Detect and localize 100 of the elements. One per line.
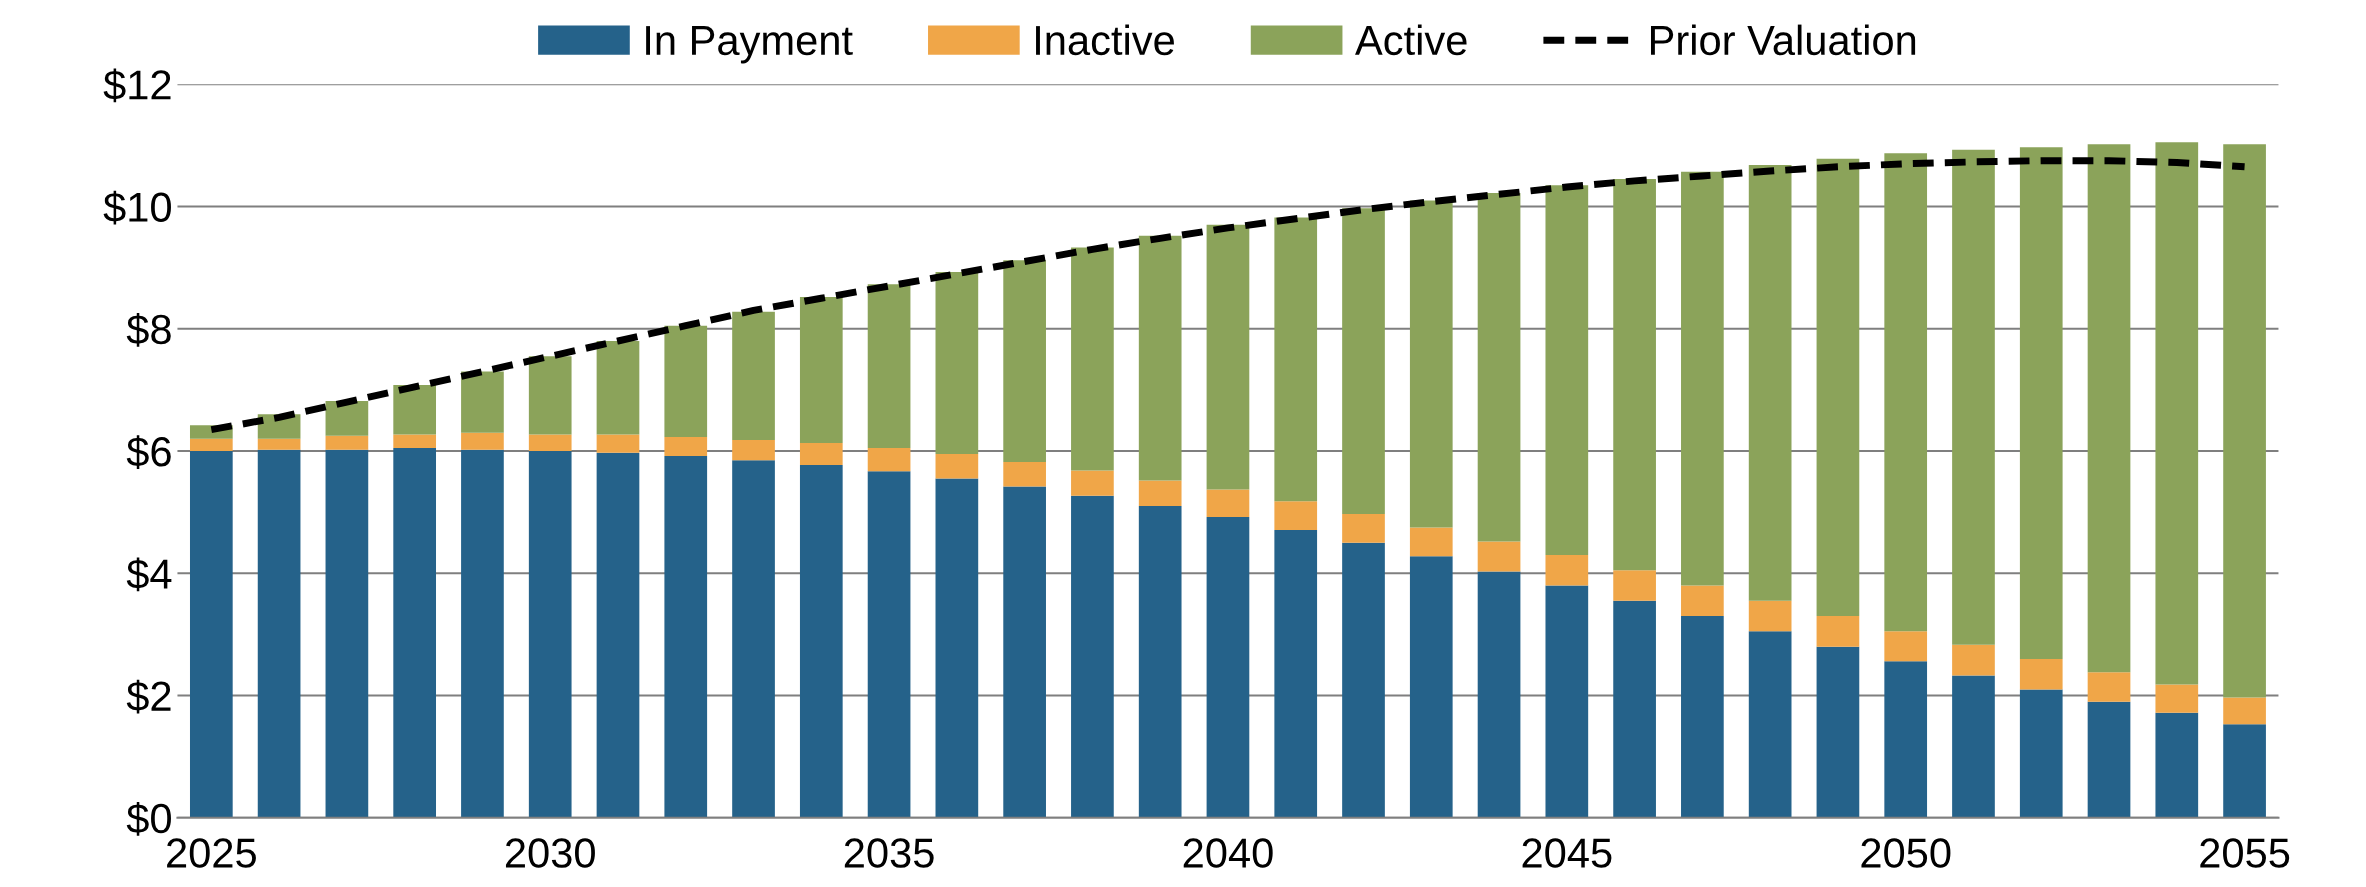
- bar: [1613, 179, 1656, 571]
- x-tick-label: 2030: [505, 838, 595, 868]
- bar: [2087, 144, 2131, 673]
- bar: [799, 296, 843, 444]
- bar: [2155, 142, 2199, 685]
- bar: [1274, 501, 1318, 530]
- bar: [1071, 495, 1114, 818]
- bar: [189, 438, 233, 452]
- bar: [1206, 224, 1250, 490]
- y-tick-label: $6: [126, 435, 171, 470]
- bar: [1748, 164, 1792, 601]
- bar: [596, 341, 640, 435]
- bar: [664, 455, 708, 818]
- bar: [1003, 462, 1046, 487]
- bar: [393, 434, 437, 448]
- bar: [1409, 527, 1453, 557]
- bar: [867, 471, 911, 818]
- bar: [1545, 185, 1589, 555]
- bar: [799, 465, 843, 818]
- bar: [1071, 470, 1114, 496]
- bar: [2223, 724, 2266, 818]
- bar: [2155, 684, 2199, 713]
- bar: [596, 452, 640, 818]
- bar: [1342, 542, 1385, 818]
- bar: [867, 284, 911, 448]
- bar: [2155, 712, 2199, 818]
- bar: [1681, 171, 1724, 586]
- bar: [664, 325, 708, 437]
- bar: [461, 371, 504, 433]
- bar: [1545, 554, 1589, 586]
- bar: [528, 356, 572, 435]
- bar: [1477, 193, 1521, 542]
- y-tick-label: $12: [103, 68, 171, 103]
- bar: [325, 435, 369, 450]
- bar: [1409, 200, 1453, 528]
- bar: [2019, 147, 2063, 659]
- bar: [1138, 480, 1182, 507]
- y-tick-label: $8: [126, 313, 171, 347]
- y-tick-label: $0: [126, 802, 171, 836]
- bar: [732, 460, 775, 818]
- bar: [1681, 585, 1724, 617]
- bar: [1477, 541, 1521, 572]
- x-tick-label: 2035: [844, 838, 934, 868]
- bar: [189, 451, 233, 818]
- bar: [1816, 646, 1860, 818]
- legend-label: Active: [1355, 24, 1467, 56]
- bar: [1884, 661, 1928, 818]
- bar: [1884, 153, 1928, 632]
- bar: [393, 385, 437, 435]
- bar: [732, 311, 775, 441]
- bar: [1003, 486, 1046, 818]
- bar: [528, 434, 572, 452]
- bar: [325, 400, 369, 436]
- bar: [1274, 217, 1318, 502]
- x-tick-label: 2050: [1861, 838, 1951, 868]
- bar: [393, 447, 437, 818]
- x-tick-label: 2055: [2200, 838, 2290, 868]
- bar: [2019, 658, 2063, 690]
- bar: [1748, 600, 1792, 632]
- x-tick-label: 2040: [1183, 838, 1273, 868]
- bar: [1274, 529, 1318, 818]
- bar: [1816, 616, 1860, 647]
- bar: [325, 449, 369, 818]
- x-tick-label: 2045: [1522, 838, 1612, 868]
- bar: [257, 438, 301, 450]
- bar: [1545, 585, 1589, 818]
- bar: [596, 434, 640, 453]
- bar: [2019, 689, 2063, 818]
- bar: [1071, 247, 1114, 471]
- bar: [1748, 631, 1792, 818]
- bar: [1342, 208, 1385, 514]
- bar: [1952, 149, 1995, 645]
- bar: [461, 432, 504, 450]
- bar: [2223, 697, 2266, 725]
- bar: [1342, 514, 1385, 543]
- bar: [1613, 570, 1656, 601]
- legend-label: Prior Valuation: [1651, 24, 1916, 56]
- bar: [867, 447, 911, 472]
- y-tick-label: $2: [126, 679, 171, 714]
- legend-label: Inactive: [1036, 24, 1174, 56]
- bar: [257, 449, 301, 818]
- y-tick-label: $10: [103, 190, 171, 225]
- bar: [1952, 644, 1995, 676]
- bar: [935, 478, 979, 818]
- bar: [528, 451, 572, 818]
- bar: [799, 443, 843, 466]
- bar: [1816, 158, 1860, 617]
- bar: [1613, 600, 1656, 818]
- bar: [1884, 631, 1928, 662]
- bar: [1138, 235, 1182, 481]
- bar: [1477, 571, 1521, 818]
- bar: [1952, 675, 1995, 818]
- bar: [1409, 556, 1453, 818]
- legend-label: In Payment: [646, 26, 853, 64]
- bar: [2223, 144, 2266, 698]
- bar: [1003, 260, 1046, 463]
- bar: [935, 454, 979, 479]
- bar: [732, 440, 775, 461]
- bar: [2087, 701, 2131, 818]
- bar: [935, 271, 979, 455]
